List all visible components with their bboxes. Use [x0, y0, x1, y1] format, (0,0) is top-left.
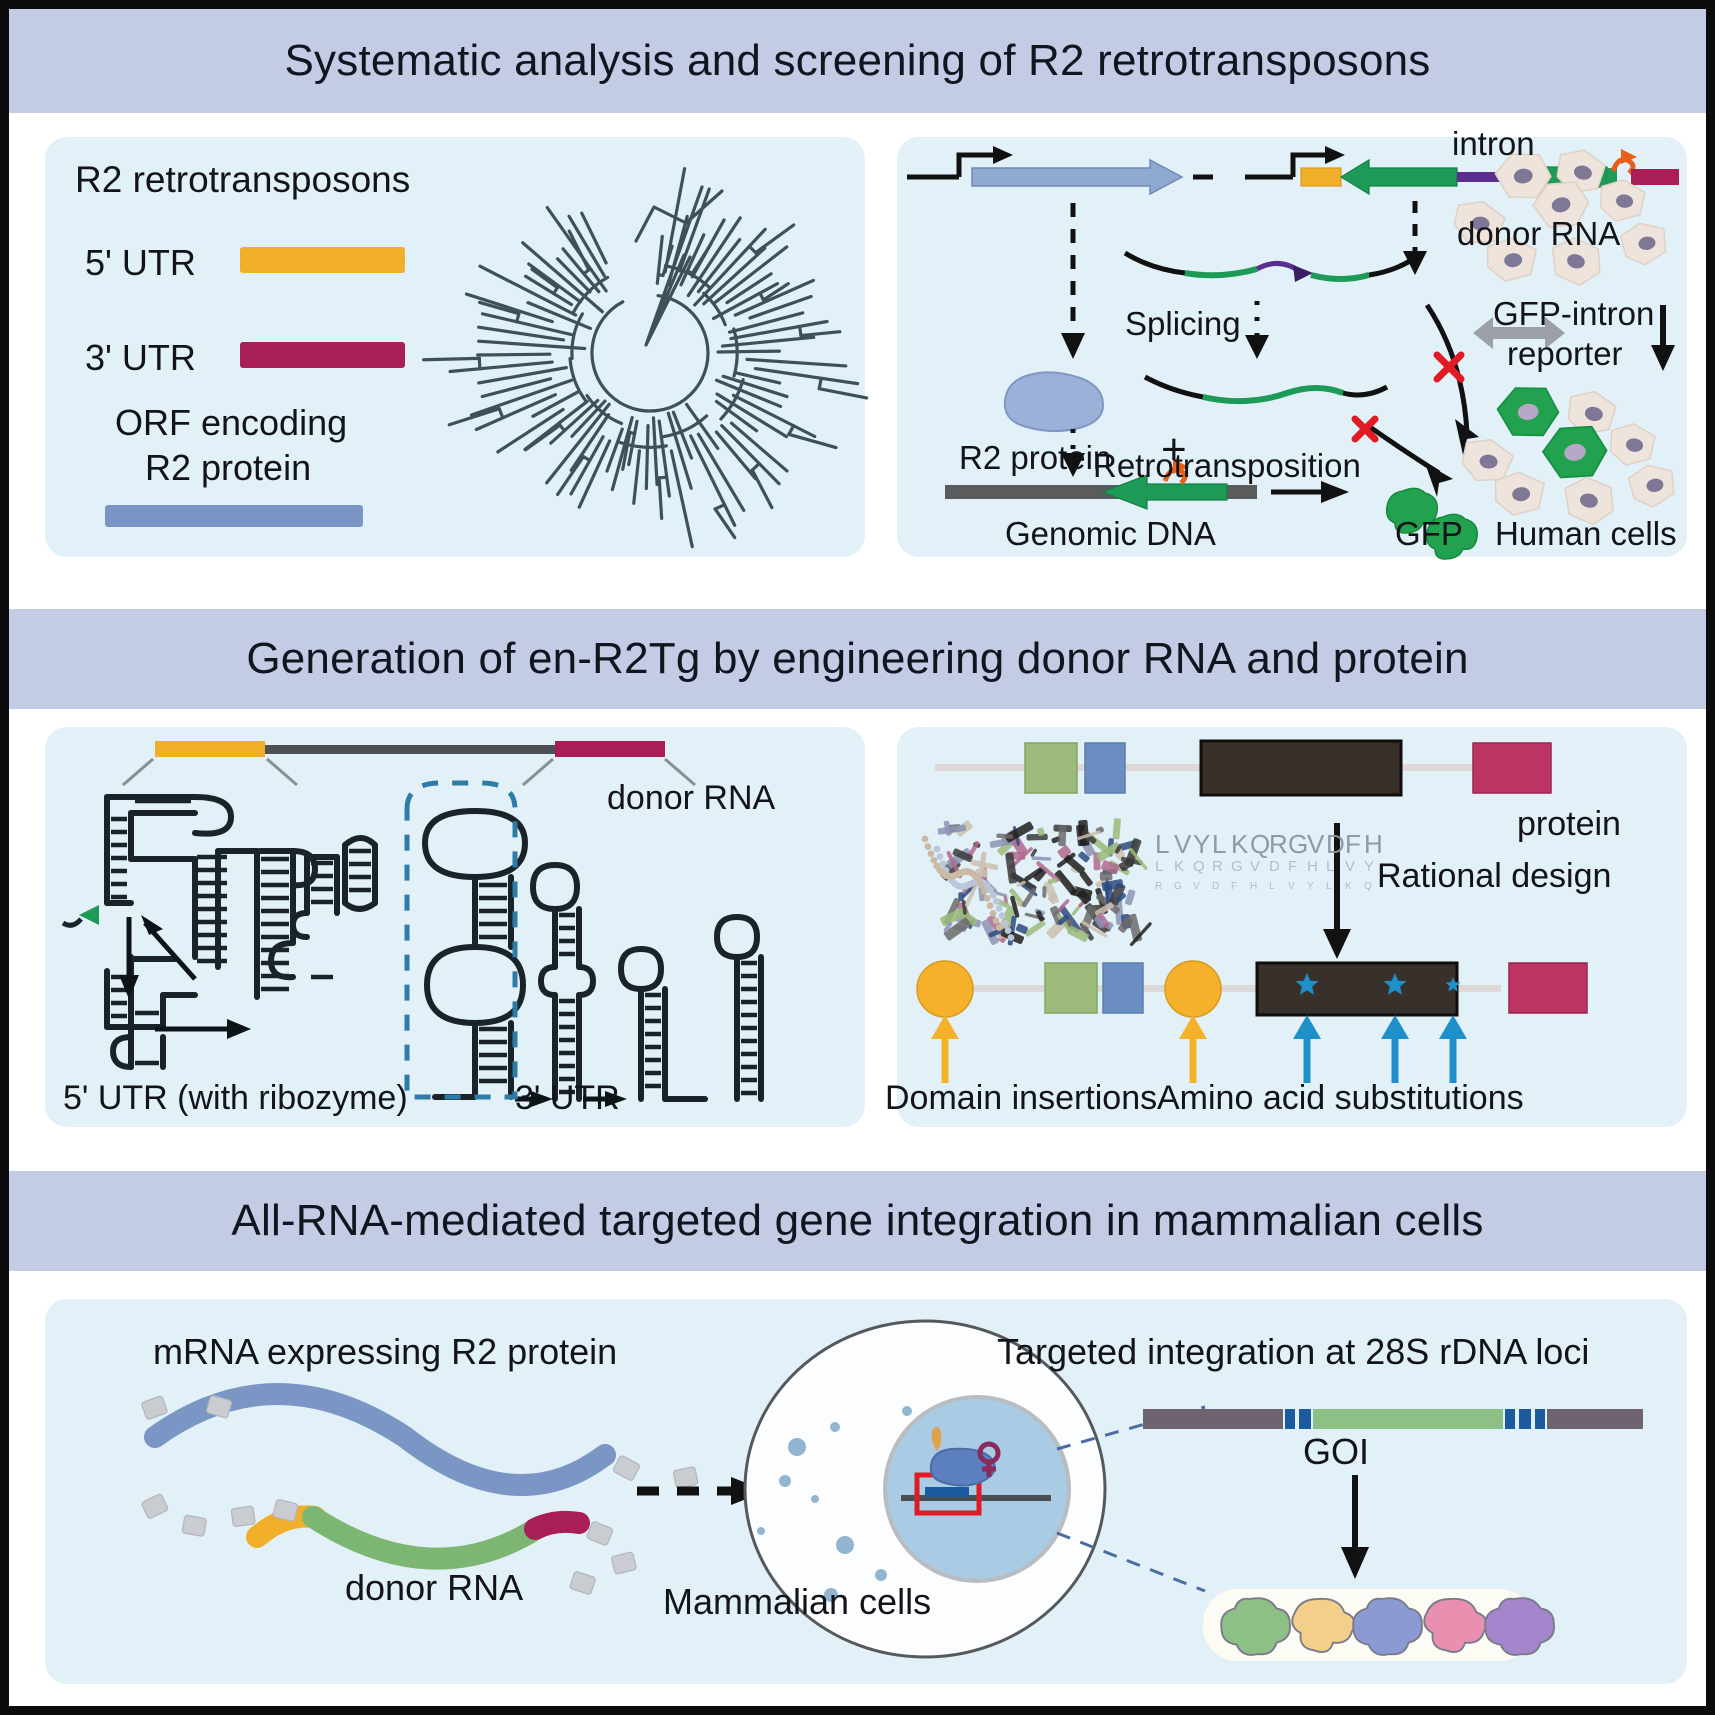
svg-text:D: D — [1326, 829, 1345, 859]
svg-text:H: H — [1250, 881, 1257, 892]
label-mammalian-cells: Mammalian cells — [663, 1581, 932, 1622]
section-2-title: Generation of en-R2Tg by engineering don… — [246, 634, 1469, 683]
svg-text:V: V — [1288, 881, 1295, 892]
svg-text:H: H — [1364, 829, 1383, 859]
legend-swatch-5utr — [240, 247, 405, 273]
svg-text:L: L — [1326, 858, 1334, 875]
section-3-band: All-RNA-mediated targeted gene integrati… — [9, 1171, 1706, 1271]
svg-text:Q: Q — [1364, 881, 1372, 892]
section-1-band: Systematic analysis and screening of R2 … — [9, 9, 1706, 113]
svg-text:Y: Y — [1364, 858, 1374, 875]
svg-text:F: F — [1345, 829, 1361, 859]
label-r2-protein: R2 protein — [959, 439, 1112, 476]
panel-r2-retrotransposons: R2 retrotransposons 5' UTR 3' UTR ORF en… — [45, 137, 869, 557]
svg-text:L: L — [1155, 858, 1163, 875]
phylogenetic-tree — [422, 167, 869, 549]
legend-swatch-orf — [105, 505, 363, 527]
label-intron: intron — [1452, 125, 1535, 162]
svg-text:D: D — [1212, 881, 1219, 892]
label-retrotransposition: Retrotransposition — [1093, 447, 1361, 484]
workflow-graphics — [907, 146, 1679, 560]
svg-text:Y: Y — [1193, 829, 1210, 859]
svg-text:K: K — [1174, 858, 1184, 875]
svg-text:L: L — [1326, 881, 1332, 892]
caption-5utr-ribozyme: 5' UTR (with ribozyme) — [63, 1079, 408, 1117]
svg-text:Q: Q — [1250, 829, 1270, 859]
panel-targeted-integration: mRNA expressing R2 protein donor RNA Mam… — [45, 1299, 1687, 1684]
svg-text:Y: Y — [1307, 881, 1314, 892]
caption-amino-acid-substitutions: Amino acid substitutions — [1157, 1079, 1524, 1117]
label-plus: + — [1161, 425, 1187, 474]
label-gfp-intron-reporter-line1: GFP-intron — [1493, 295, 1655, 332]
svg-text:G: G — [1174, 881, 1182, 892]
label-human-cells: Human cells — [1495, 515, 1677, 552]
legend-label-orf-line1: ORF encoding — [115, 402, 348, 443]
section-3-title: All-RNA-mediated targeted gene integrati… — [231, 1196, 1484, 1245]
svg-text:R: R — [1155, 881, 1162, 892]
svg-text:V: V — [1307, 829, 1325, 859]
label-gfp-intron-reporter-line2: reporter — [1507, 335, 1623, 372]
panel1-heading: R2 retrotransposons — [75, 159, 411, 200]
integration-graphics — [141, 1319, 1643, 1661]
svg-text:G: G — [1231, 858, 1243, 875]
svg-text:L: L — [1155, 829, 1169, 859]
svg-text:R: R — [1269, 829, 1288, 859]
svg-text:K: K — [1231, 829, 1249, 859]
label-protein: protein — [1517, 805, 1621, 843]
label-donor-rna-2: donor RNA — [607, 779, 776, 817]
svg-text:G: G — [1288, 829, 1308, 859]
svg-text:K: K — [1345, 881, 1352, 892]
legend-swatch-3utr — [240, 342, 405, 368]
label-donor-rna: donor RNA — [1457, 215, 1621, 252]
svg-text:H: H — [1307, 858, 1318, 875]
svg-text:F: F — [1231, 881, 1237, 892]
section-1-title: Systematic analysis and screening of R2 … — [284, 36, 1431, 85]
svg-text:D: D — [1269, 858, 1280, 875]
legend-label-5utr: 5' UTR — [85, 242, 196, 283]
legend-label-3utr: 3' UTR — [85, 337, 196, 378]
svg-text:R: R — [1212, 858, 1223, 875]
label-mrna-expressing-r2: mRNA expressing R2 protein — [153, 1331, 618, 1372]
svg-text:Q: Q — [1193, 858, 1205, 875]
svg-text:F: F — [1288, 858, 1297, 875]
label-rational-design: Rational design — [1377, 857, 1612, 895]
panel-donor-rna-engineering: donor RNA 5' UTR (with ribozyme) 3' UTR — [45, 727, 865, 1127]
section-2-band: Generation of en-R2Tg by engineering don… — [9, 609, 1706, 709]
legend-label-orf-line2: R2 protein — [145, 447, 312, 488]
label-donor-rna-3: donor RNA — [345, 1567, 524, 1608]
panel-screening-workflow: intron donor RNA Splicing R2 protein + R… — [897, 125, 1687, 560]
svg-text:V: V — [1193, 881, 1200, 892]
label-goi: GOI — [1303, 1431, 1370, 1472]
caption-3utr: 3' UTR — [515, 1079, 620, 1117]
svg-text:V: V — [1250, 858, 1260, 875]
svg-text:V: V — [1345, 858, 1355, 875]
rna-structures — [61, 741, 764, 1107]
svg-text:L: L — [1269, 881, 1275, 892]
svg-text:V: V — [1174, 829, 1192, 859]
svg-text:L: L — [1212, 829, 1226, 859]
label-genomic-dna: Genomic DNA — [1005, 515, 1216, 552]
label-gfp: GFP — [1395, 515, 1463, 552]
label-targeted-integration: Targeted integration at 28S rDNA loci — [997, 1331, 1590, 1372]
caption-domain-insertions: Domain insertions — [885, 1079, 1158, 1117]
label-splicing: Splicing — [1125, 305, 1241, 342]
